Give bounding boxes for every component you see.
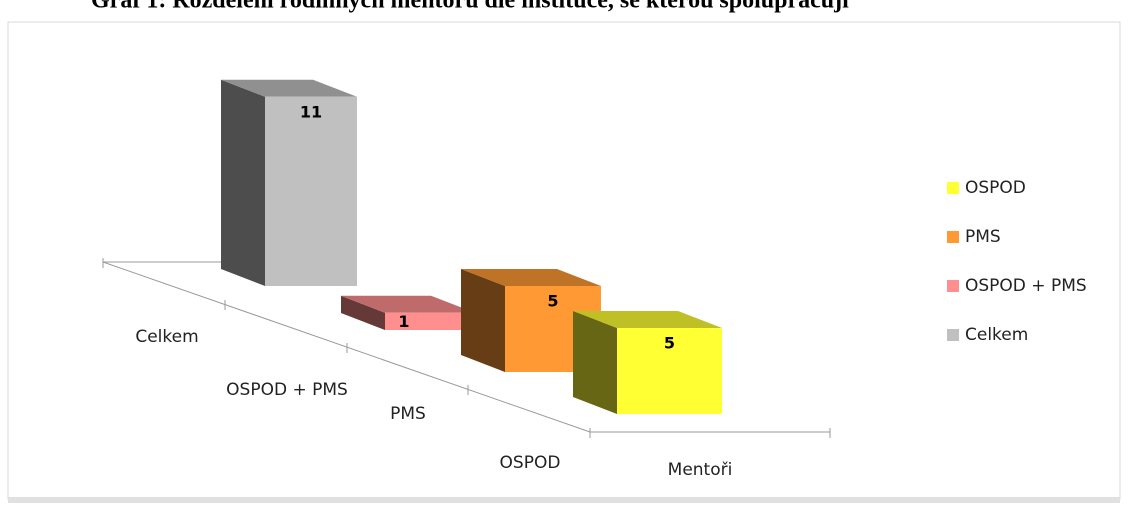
bar-side [573,311,617,414]
depth-label: PMS [390,404,426,424]
value-label: 5 [547,292,558,311]
depth-label: OSPOD + PMS [226,380,348,400]
depth-label: Celkem [135,327,198,347]
legend-label: OSPOD [965,178,1026,198]
bar-top [341,295,475,313]
legend-label: Celkem [965,325,1028,345]
bar [617,328,722,414]
depth-label: OSPOD [500,453,561,473]
bar-side [461,269,505,372]
chart-shadow [8,497,1120,503]
legend-swatch [947,231,959,243]
x-tick-label: Mentoři [668,460,733,480]
bar [265,96,357,286]
bar-top [573,311,722,328]
legend-label: OSPOD + PMS [965,276,1087,296]
legend-label: PMS [965,227,1001,247]
bar-side [221,79,265,286]
bar-top [221,79,357,97]
bar-top [461,269,601,286]
legend-swatch [947,280,959,292]
value-label: 1 [398,312,409,331]
chart-area [7,21,1121,500]
bar-side [341,295,385,330]
chart-title: Graf 1: Rozdělení rodinných mentorů dle … [91,0,849,14]
legend-swatch [947,329,959,341]
bar [385,312,475,330]
value-label: 5 [664,334,675,353]
value-label: 11 [300,102,322,121]
legend-swatch [947,182,959,194]
